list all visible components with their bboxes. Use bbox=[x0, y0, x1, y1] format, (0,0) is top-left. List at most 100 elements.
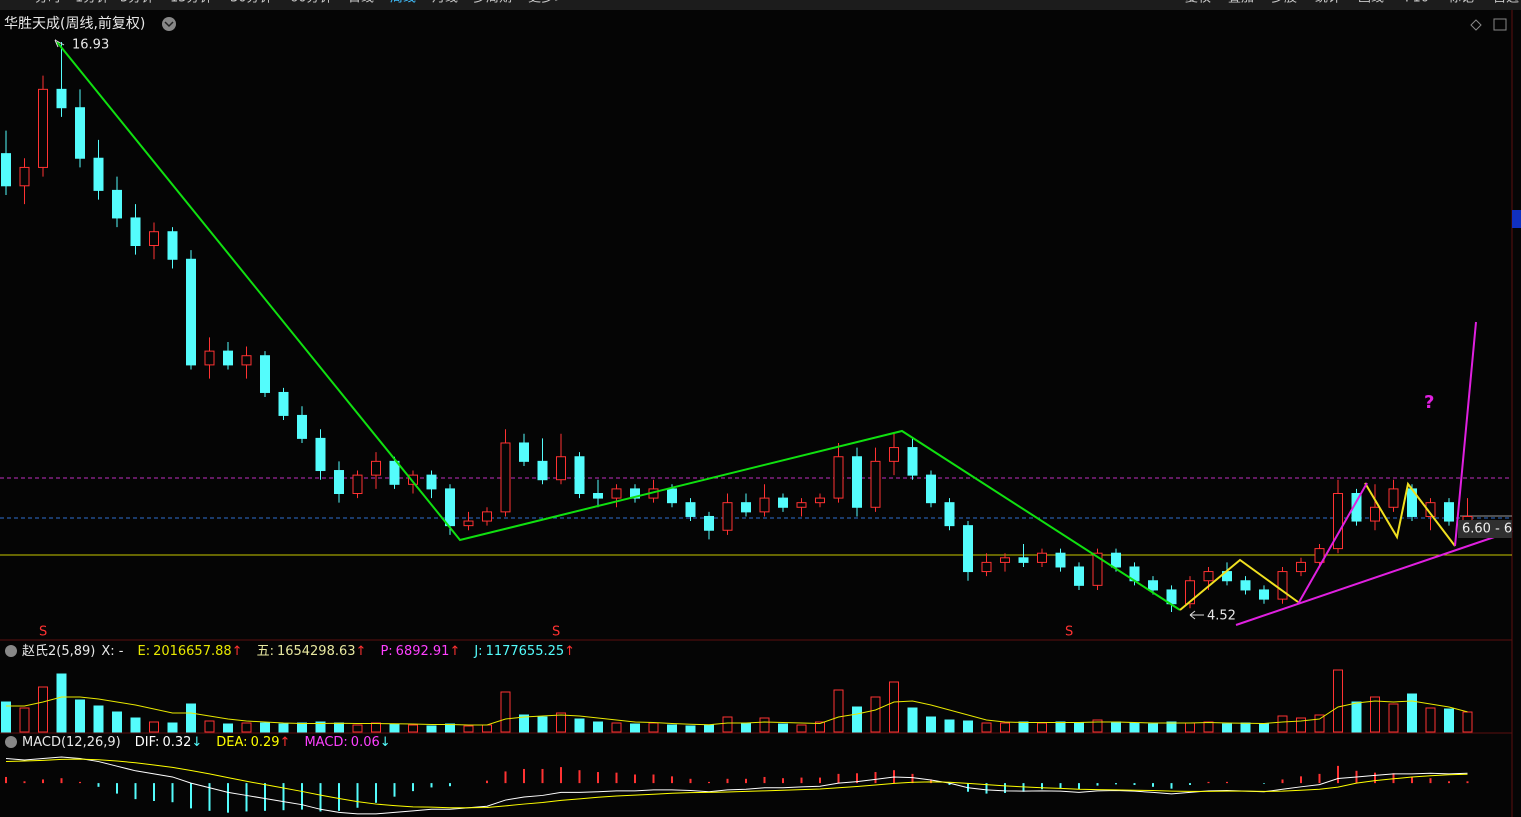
trend-line bbox=[1179, 558, 1299, 611]
indicator-value: 1654298.63 bbox=[277, 644, 356, 659]
toolbar-item[interactable]: 60分钟 bbox=[290, 0, 333, 6]
candle-body bbox=[778, 497, 788, 508]
toolbar-item[interactable]: 日线 bbox=[348, 0, 374, 6]
diamond-icon[interactable] bbox=[1470, 19, 1482, 31]
volume-bar bbox=[1111, 721, 1121, 733]
trend-line bbox=[1297, 482, 1368, 605]
indicator-value: 2016657.88 bbox=[153, 644, 232, 659]
signal-mark: S bbox=[552, 625, 560, 640]
window-icon[interactable] bbox=[1493, 18, 1507, 31]
candle-body bbox=[260, 355, 270, 393]
volume-bar bbox=[19, 707, 30, 733]
toolbar-item[interactable]: 复权 bbox=[1185, 0, 1211, 6]
trend-line bbox=[56, 41, 1181, 611]
candle-body bbox=[741, 502, 751, 513]
toolbar-item[interactable]: 1分钟 bbox=[75, 0, 109, 6]
indicator-arrow: ↑ bbox=[356, 644, 367, 659]
candle-body bbox=[1203, 571, 1214, 582]
indicator-value: 0.29 bbox=[251, 735, 280, 750]
volume-bar bbox=[1074, 722, 1084, 733]
volume-bar bbox=[1148, 723, 1158, 733]
toolbar-item[interactable]: 标记 bbox=[1448, 0, 1474, 6]
volume-bar bbox=[352, 724, 363, 733]
toolbar-item[interactable]: 更多> bbox=[528, 0, 565, 6]
volume-bar bbox=[1166, 721, 1177, 733]
volume-bar bbox=[519, 714, 529, 733]
candle-body bbox=[852, 456, 862, 508]
candle-body bbox=[93, 157, 104, 191]
toolbar-item[interactable]: 叠加 bbox=[1228, 0, 1254, 6]
toolbar-item[interactable]: 统计 bbox=[1315, 0, 1341, 6]
volume-bar bbox=[1037, 722, 1047, 733]
volume-bar bbox=[1129, 722, 1140, 733]
volume-bar bbox=[149, 721, 159, 733]
toolbar-item[interactable]: 分时 bbox=[35, 0, 61, 6]
candle-body bbox=[500, 442, 511, 513]
volume-bar bbox=[1388, 703, 1399, 733]
indicator-name: MACD(12,26,9) bbox=[22, 735, 121, 750]
volume-bar bbox=[204, 720, 215, 733]
volume-bar bbox=[833, 689, 844, 733]
volume-bar bbox=[1092, 719, 1103, 733]
candle-body bbox=[371, 460, 381, 476]
volume-bar bbox=[93, 705, 104, 733]
toolbar: 分时 1分钟 5分钟 15分钟 30分钟 60分钟 日线 周线 月线 多周期 更多> 复权 叠加 多股 统计… bbox=[35, 0, 1519, 6]
candle-body bbox=[833, 456, 844, 499]
volume-bar bbox=[408, 724, 418, 733]
candle-body bbox=[685, 502, 696, 517]
toolbar-item[interactable]: 画线 bbox=[1358, 0, 1384, 6]
volume-bar bbox=[112, 711, 122, 733]
toolbar-item[interactable]: 5分钟 bbox=[120, 0, 154, 6]
volume-bar bbox=[371, 722, 381, 733]
candle-body bbox=[722, 502, 733, 531]
volume-bar bbox=[907, 707, 918, 733]
indicator-label: J: bbox=[473, 644, 482, 659]
volume-bar bbox=[56, 673, 67, 733]
toolbar-item[interactable]: 周线 bbox=[390, 0, 416, 6]
panel-menu[interactable] bbox=[5, 736, 17, 748]
indicator-label: E: bbox=[137, 644, 150, 659]
high-note: 16.93 bbox=[72, 38, 109, 53]
indicator-label: MACD: bbox=[304, 735, 347, 750]
candle-body bbox=[352, 474, 363, 494]
candle-body bbox=[907, 447, 918, 476]
volume-bar bbox=[981, 722, 992, 733]
candle-body bbox=[556, 456, 566, 481]
indicator-name: 赵氏2(5,89) bbox=[22, 644, 95, 659]
title-menu[interactable] bbox=[162, 17, 176, 31]
toolbar-item[interactable]: 自选 bbox=[1493, 0, 1519, 6]
volume-bar bbox=[1333, 669, 1343, 733]
toolbar-item[interactable]: 15分钟 bbox=[170, 0, 213, 6]
volume-bar bbox=[778, 723, 788, 733]
toolbar-item[interactable]: F10 bbox=[1405, 0, 1429, 6]
candle-body bbox=[278, 391, 289, 416]
volume-bar bbox=[593, 721, 603, 733]
chart-title: 华胜天成(周线,前复权) bbox=[4, 15, 145, 32]
macd-header: MACD(12,26,9) DIF: 0.32↓ DEA: 0.29↑ MACD: 0.06… bbox=[22, 735, 391, 750]
low-note: 4.52 bbox=[1207, 609, 1236, 624]
dif-line bbox=[5, 756, 1468, 815]
volume-bar bbox=[482, 724, 492, 733]
candle-body bbox=[223, 350, 233, 366]
volume-bar bbox=[130, 717, 141, 733]
panel-menu[interactable] bbox=[5, 645, 17, 657]
volume-bar bbox=[704, 724, 714, 733]
candle-body bbox=[1425, 502, 1436, 517]
volume-bar bbox=[1444, 708, 1454, 733]
indicator-label: DIF: bbox=[135, 735, 160, 750]
candle-body bbox=[593, 492, 603, 499]
volume-bar bbox=[537, 716, 548, 733]
toolbar-item[interactable]: 多周期 bbox=[473, 0, 512, 6]
volume-bar bbox=[574, 718, 585, 733]
volume-bar bbox=[297, 722, 307, 733]
candle-body bbox=[204, 350, 215, 366]
volume-bar bbox=[445, 723, 455, 733]
candle-body bbox=[796, 502, 807, 508]
toolbar-item[interactable]: 月线 bbox=[432, 0, 458, 6]
indicator-label: P: bbox=[380, 644, 392, 659]
volume-bar bbox=[1407, 693, 1417, 733]
toolbar-item[interactable]: 多股 bbox=[1271, 0, 1297, 6]
candle-body bbox=[426, 474, 437, 490]
toolbar-item[interactable]: 30分钟 bbox=[230, 0, 273, 6]
